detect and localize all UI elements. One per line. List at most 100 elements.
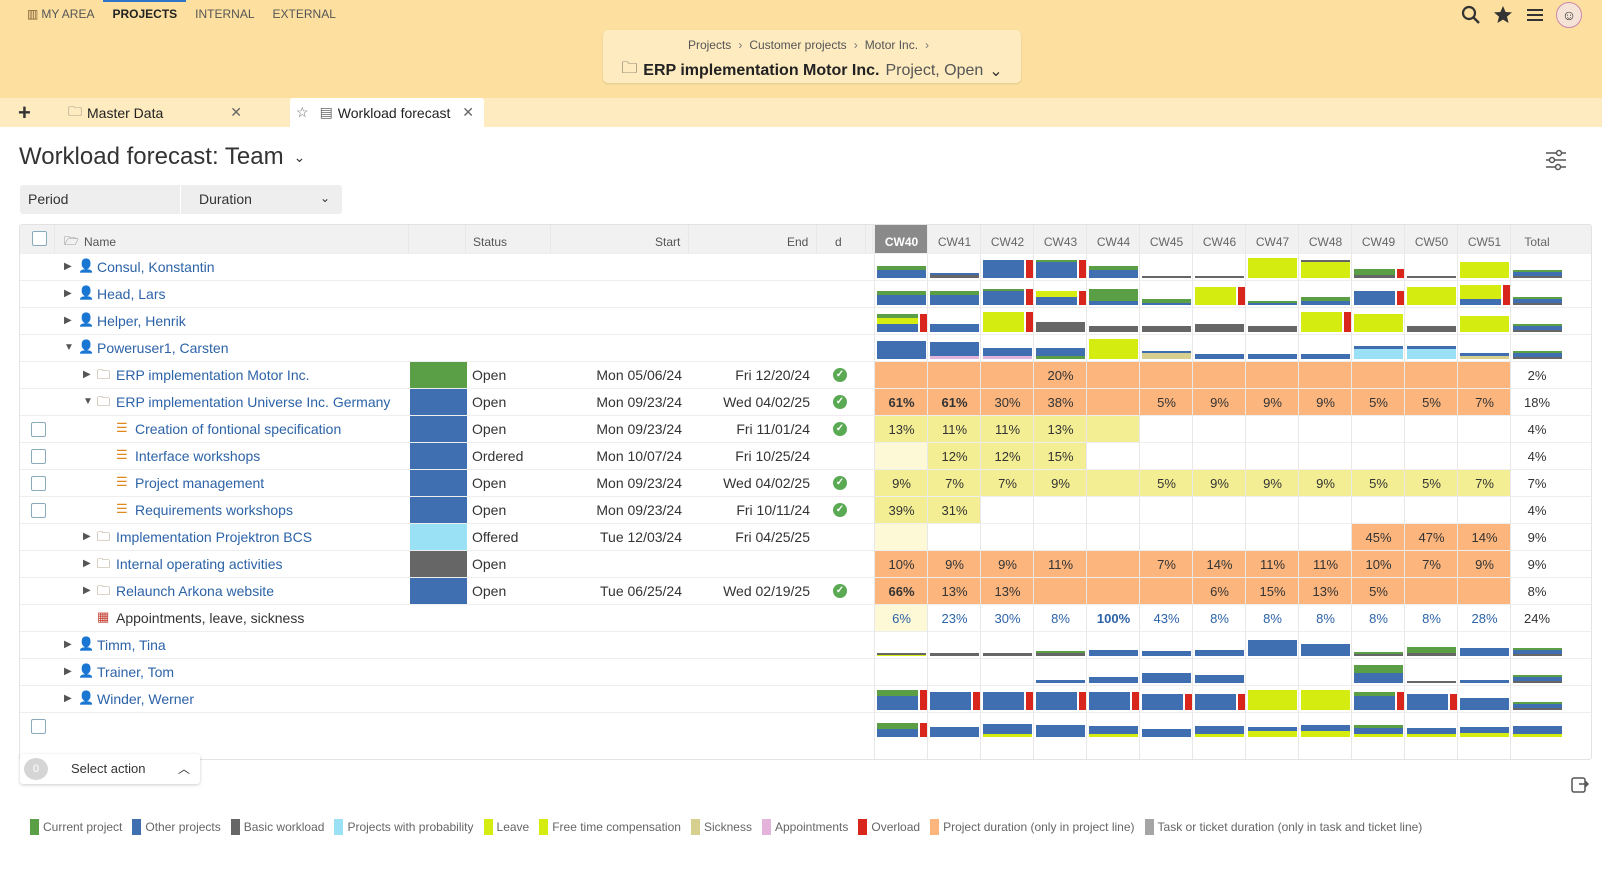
week-header-cw48[interactable]: CW48 (1308, 235, 1343, 249)
row-name[interactable]: Trainer, Tom (97, 664, 175, 680)
nav-projects[interactable]: PROJECTS (103, 0, 187, 26)
table-row[interactable]: ▦ Appointments, leave, sickness 6% 23% 30% 8%… (20, 604, 1591, 632)
row-name[interactable]: Relaunch Arkona website (116, 583, 274, 599)
collapse-icon[interactable]: ▼ (64, 342, 74, 353)
person-row[interactable]: ▶ 👤 Helper, Henrik (20, 307, 1591, 335)
table-row[interactable]: ☰ Project management Open Mon 09/23/24 Wed 0… (20, 469, 1591, 497)
workload-bar (981, 308, 1034, 335)
week-header-cw45[interactable]: CW45 (1149, 235, 1184, 249)
star-icon[interactable] (1492, 4, 1514, 26)
table-row[interactable]: ▶ 🗀 Internal operating activities Open 10% 9%… (20, 550, 1591, 578)
workload-bar (1034, 254, 1087, 281)
week-header-cw46[interactable]: CW46 (1202, 235, 1237, 249)
menu-icon[interactable] (1524, 4, 1546, 26)
column-d[interactable]: d (835, 235, 842, 249)
expand-icon[interactable]: ▶ (83, 369, 91, 380)
expand-icon[interactable]: ▶ (64, 288, 72, 299)
person-row[interactable]: ▶ 👤 Timm, Tina (20, 631, 1591, 658)
nav-my-area[interactable]: ▥ MY AREA (18, 0, 103, 26)
breadcrumb-projects[interactable]: Projects (687, 38, 732, 52)
row-checkbox[interactable] (31, 503, 46, 518)
expand-icon[interactable]: ▶ (83, 558, 91, 569)
column-total[interactable]: Total (1524, 235, 1550, 249)
legend-label: Sickness (703, 820, 752, 834)
add-tab-button[interactable]: + (18, 100, 31, 125)
week-header-cw43[interactable]: CW43 (1043, 235, 1078, 249)
expand-icon[interactable]: ▶ (64, 315, 72, 326)
table-row[interactable]: ▼ 🗀 ERP implementation Universe Inc. Germa… (20, 388, 1591, 416)
person-row[interactable]: ▶ 👤 Trainer, Tom (20, 658, 1591, 685)
nav-external[interactable]: EXTERNAL (264, 0, 345, 26)
action-selector[interactable]: 0 Select action ︿ (20, 754, 200, 784)
column-name[interactable]: Name (84, 235, 117, 249)
pin-icon[interactable]: ☆ (296, 104, 309, 120)
week-header-cw44[interactable]: CW44 (1096, 235, 1131, 249)
row-checkbox[interactable] (31, 476, 46, 491)
week-header-cw49[interactable]: CW49 (1361, 235, 1396, 249)
row-name[interactable]: Head, Lars (97, 286, 166, 302)
breadcrumb-motor-inc[interactable]: Motor Inc. (864, 38, 919, 52)
row-checkbox[interactable] (31, 449, 46, 464)
user-avatar[interactable]: ☺ (1556, 2, 1582, 28)
row-checkbox[interactable] (31, 422, 46, 437)
week-cell: 8% (1422, 611, 1441, 626)
column-start[interactable]: Start (655, 235, 681, 249)
person-row[interactable]: ▼ 👤 Poweruser1, Carsten (20, 334, 1591, 361)
person-row[interactable]: ▶ 👤 Consul, Konstantin (20, 253, 1591, 281)
expand-icon[interactable]: ▶ (83, 585, 91, 596)
row-name[interactable]: Timm, Tina (97, 637, 166, 653)
week-header-cw51[interactable]: CW51 (1467, 235, 1502, 249)
breadcrumb-customer-projects[interactable]: Customer projects (749, 38, 847, 52)
tab-workload-forecast[interactable]: ☆ ▤ Workload forecast ✕ (290, 98, 484, 127)
close-icon[interactable]: ✕ (230, 104, 242, 120)
row-name[interactable]: ERP implementation Motor Inc. (116, 367, 310, 383)
row-name[interactable]: Interface workshops (135, 448, 261, 464)
table-row[interactable]: ▶ 🗀 ERP implementation Motor Inc. Open Mon 0… (20, 361, 1591, 389)
expand-icon[interactable]: ▶ (64, 639, 72, 650)
column-end[interactable]: End (787, 235, 809, 249)
period-select[interactable]: Duration ⌄ (180, 185, 342, 214)
row-name[interactable]: Project management (135, 475, 265, 491)
select-all-checkbox[interactable] (32, 231, 47, 246)
person-row[interactable]: ▶ 👤 Winder, Werner (20, 685, 1591, 712)
collapse-icon[interactable]: ▼ (83, 396, 93, 407)
row-name[interactable]: Consul, Konstantin (97, 259, 215, 275)
row-name[interactable]: Internal operating activities (116, 556, 283, 572)
table-row[interactable]: ☰ Creation of fontional specification Open… (20, 415, 1591, 443)
table-row[interactable]: ☰ Requirements workshops Open Mon 09/23/24 F… (20, 496, 1591, 524)
row-name[interactable]: ERP implementation Universe Inc. Germany (116, 394, 391, 410)
column-status[interactable]: Status (473, 235, 508, 249)
row-name[interactable]: Creation of fontional specification (135, 421, 342, 437)
row-name[interactable]: Implementation Projektron BCS (116, 529, 313, 545)
week-header-cw41[interactable]: CW41 (937, 235, 972, 249)
row-name[interactable]: Helper, Henrik (97, 313, 186, 329)
tab-master-data[interactable]: 🗀 Master Data ✕ (62, 98, 252, 127)
export-icon[interactable] (1570, 774, 1590, 794)
week-header-cw40[interactable]: CW40 (875, 225, 928, 253)
table-row[interactable]: ☰ Interface workshops Ordered Mon 10/07/24 F… (20, 442, 1591, 470)
person-row[interactable]: ▶ 👤 Head, Lars (20, 280, 1591, 307)
week-header-cw47[interactable]: CW47 (1255, 235, 1290, 249)
row-name[interactable]: Requirements workshops (135, 502, 293, 518)
row-name[interactable]: Winder, Werner (97, 691, 194, 707)
row-name[interactable]: Poweruser1, Carsten (97, 340, 229, 356)
expand-icon[interactable]: ▶ (83, 531, 91, 542)
table-row[interactable]: ▶ 🗀 Relaunch Arkona website Open Tue 06/25/2… (20, 577, 1591, 605)
page-title[interactable]: Workload forecast: Team ⌄ (19, 143, 305, 171)
table-row[interactable]: ▶ 🗀 Implementation Projektron BCS Offered Tu… (20, 523, 1591, 551)
expand-icon[interactable]: ▶ (64, 261, 72, 272)
close-icon[interactable]: ✕ (462, 104, 474, 120)
row-checkbox[interactable] (31, 719, 46, 734)
week-cell (1193, 497, 1246, 524)
project-title[interactable]: 🗀 ERP implementation Motor Inc. Project,… (603, 57, 1021, 84)
week-header-cw42[interactable]: CW42 (990, 235, 1025, 249)
workload-segment (1301, 262, 1350, 278)
settings-sliders-icon[interactable] (1544, 148, 1568, 172)
workload-segment (930, 324, 979, 332)
expand-icon[interactable]: ▶ (64, 666, 72, 677)
search-icon[interactable] (1460, 4, 1482, 26)
nav-internal[interactable]: INTERNAL (186, 0, 263, 26)
overload-marker (1503, 285, 1510, 305)
week-header-cw50[interactable]: CW50 (1414, 235, 1449, 249)
expand-icon[interactable]: ▶ (64, 693, 72, 704)
